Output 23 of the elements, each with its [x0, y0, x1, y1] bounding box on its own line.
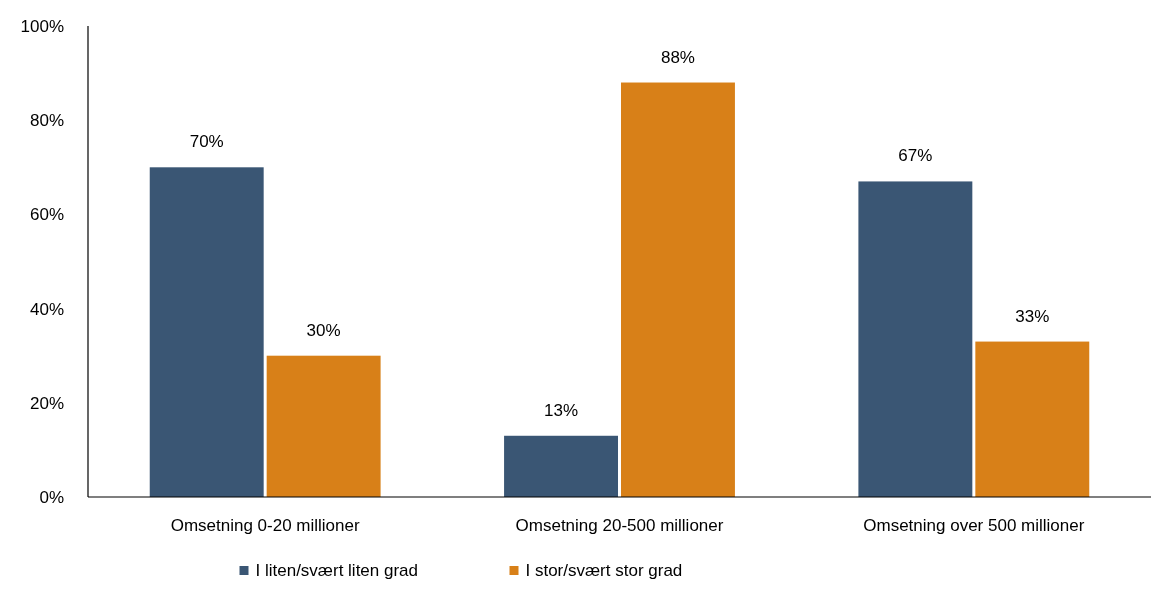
y-tick-label: 80%: [29, 111, 64, 131]
bar: [149, 167, 264, 497]
bar: [621, 82, 735, 497]
data-label: 13%: [544, 400, 579, 420]
bar: [975, 341, 1090, 497]
bar: [266, 355, 381, 497]
legend-label: I stor/svært stor grad: [525, 561, 683, 580]
legend-label: I liten/svært liten grad: [255, 561, 419, 580]
x-tick-label: Omsetning 0-20 millioner: [170, 516, 360, 535]
data-label: 88%: [660, 47, 695, 67]
y-tick-label: 20%: [29, 393, 64, 413]
bar: [858, 181, 973, 497]
data-label: 67%: [898, 146, 933, 166]
y-tick-label: 0%: [39, 487, 64, 507]
y-tick-label: 100%: [20, 16, 64, 36]
y-tick-label: 60%: [29, 205, 64, 225]
data-label: 70%: [189, 132, 224, 152]
x-tick-label: Omsetning over 500 millioner: [863, 516, 1085, 535]
data-label: 33%: [1015, 306, 1050, 326]
data-label: 30%: [306, 320, 341, 340]
bar: [504, 435, 618, 497]
x-tick-label: Omsetning 20-500 millioner: [515, 516, 724, 535]
y-tick-label: 40%: [29, 299, 64, 319]
